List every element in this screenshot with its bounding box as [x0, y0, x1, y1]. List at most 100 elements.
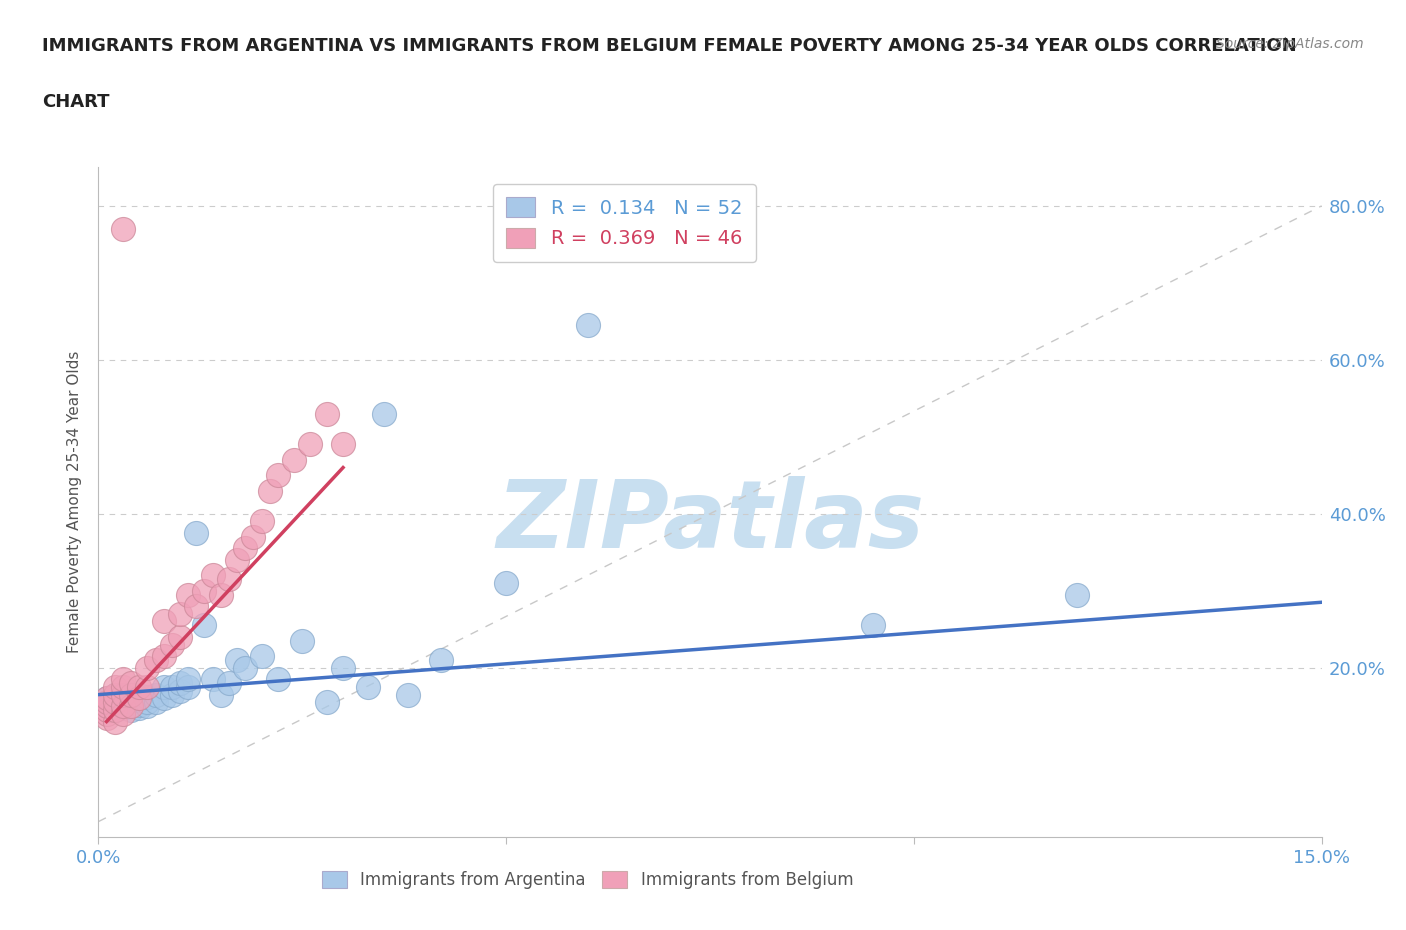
Point: [201, 671, 224, 686]
Point: [315, 695, 337, 710]
Point: [250, 649, 273, 664]
Point: [136, 680, 159, 695]
Point: [96, 695, 118, 710]
Point: [145, 653, 167, 668]
Point: [104, 680, 127, 695]
Point: [136, 695, 159, 710]
Point: [267, 468, 290, 483]
Point: [160, 687, 183, 702]
Point: [111, 698, 134, 713]
Point: [104, 702, 127, 717]
Point: [111, 671, 134, 686]
Point: [152, 691, 174, 706]
Point: [250, 514, 273, 529]
Point: [111, 700, 134, 715]
Point: [169, 684, 191, 698]
Point: [104, 702, 127, 717]
Point: [145, 687, 167, 702]
Point: [104, 687, 127, 702]
Point: [96, 702, 118, 717]
Point: [169, 675, 191, 690]
Point: [226, 653, 249, 668]
Point: [120, 698, 142, 713]
Point: [169, 606, 191, 621]
Text: CHART: CHART: [42, 93, 110, 111]
Point: [218, 572, 240, 587]
Point: [862, 618, 884, 632]
Point: [145, 695, 167, 710]
Point: [177, 680, 200, 695]
Point: [111, 221, 134, 236]
Point: [430, 653, 453, 668]
Point: [104, 714, 127, 729]
Point: [120, 702, 142, 717]
Point: [136, 698, 159, 713]
Point: [136, 660, 159, 675]
Point: [96, 695, 118, 710]
Point: [576, 318, 599, 333]
Point: [259, 484, 281, 498]
Point: [177, 587, 200, 602]
Point: [160, 680, 183, 695]
Point: [160, 637, 183, 652]
Point: [96, 691, 118, 706]
Point: [283, 452, 305, 467]
Point: [186, 599, 208, 614]
Point: [96, 698, 118, 713]
Point: [120, 698, 142, 713]
Point: [111, 687, 134, 702]
Point: [193, 618, 215, 632]
Point: [291, 633, 314, 648]
Point: [233, 660, 256, 675]
Point: [356, 680, 378, 695]
Point: [96, 691, 118, 706]
Point: [104, 698, 127, 713]
Point: [1066, 587, 1088, 602]
Y-axis label: Female Poverty Among 25-34 Year Olds: Female Poverty Among 25-34 Year Olds: [67, 351, 83, 654]
Legend: Immigrants from Argentina, Immigrants from Belgium: Immigrants from Argentina, Immigrants fr…: [315, 864, 860, 896]
Point: [177, 671, 200, 686]
Point: [267, 671, 290, 686]
Point: [169, 630, 191, 644]
Point: [186, 525, 208, 540]
Point: [128, 680, 150, 695]
Point: [152, 680, 174, 695]
Point: [495, 576, 517, 591]
Point: [111, 680, 134, 695]
Point: [209, 687, 232, 702]
Text: IMMIGRANTS FROM ARGENTINA VS IMMIGRANTS FROM BELGIUM FEMALE POVERTY AMONG 25-34 : IMMIGRANTS FROM ARGENTINA VS IMMIGRANTS …: [42, 37, 1296, 55]
Point: [152, 649, 174, 664]
Point: [120, 691, 142, 706]
Point: [120, 695, 142, 710]
Point: [128, 700, 150, 715]
Point: [396, 687, 419, 702]
Point: [201, 568, 224, 583]
Point: [242, 529, 264, 544]
Point: [111, 689, 134, 704]
Point: [209, 587, 232, 602]
Point: [120, 687, 142, 702]
Point: [128, 693, 150, 708]
Text: ZIPatlas: ZIPatlas: [496, 476, 924, 568]
Point: [104, 695, 127, 710]
Point: [128, 687, 150, 702]
Point: [193, 583, 215, 598]
Point: [104, 687, 127, 702]
Point: [128, 698, 150, 712]
Point: [373, 406, 395, 421]
Point: [233, 541, 256, 556]
Point: [96, 711, 118, 725]
Point: [111, 707, 134, 722]
Point: [96, 698, 118, 713]
Point: [111, 698, 134, 712]
Point: [332, 660, 354, 675]
Point: [332, 437, 354, 452]
Point: [218, 675, 240, 690]
Point: [299, 437, 322, 452]
Point: [315, 406, 337, 421]
Point: [136, 689, 159, 704]
Text: Source: ZipAtlas.com: Source: ZipAtlas.com: [1216, 37, 1364, 51]
Point: [120, 675, 142, 690]
Point: [226, 552, 249, 567]
Point: [111, 693, 134, 708]
